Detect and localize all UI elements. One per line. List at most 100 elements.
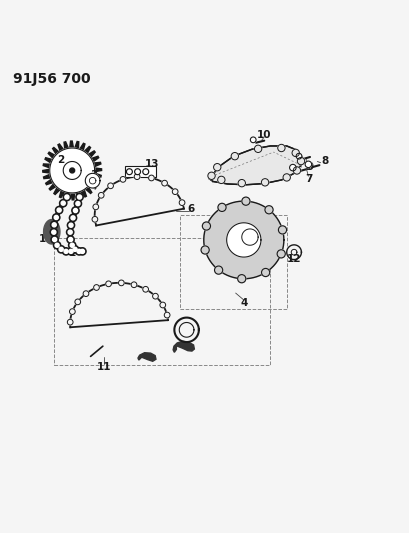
Circle shape — [172, 189, 178, 195]
Circle shape — [241, 197, 249, 205]
Circle shape — [160, 302, 165, 308]
Circle shape — [297, 157, 304, 165]
Circle shape — [278, 226, 286, 234]
Circle shape — [67, 319, 73, 325]
Circle shape — [106, 281, 111, 287]
Circle shape — [295, 154, 301, 159]
Circle shape — [80, 249, 84, 253]
Circle shape — [134, 174, 139, 180]
Circle shape — [152, 293, 158, 299]
Bar — [125, 166, 155, 177]
Text: 3: 3 — [90, 170, 97, 180]
Circle shape — [164, 312, 170, 318]
Circle shape — [144, 170, 147, 173]
Circle shape — [77, 195, 81, 199]
Circle shape — [226, 223, 261, 257]
Polygon shape — [138, 353, 155, 361]
Circle shape — [55, 206, 63, 214]
Circle shape — [59, 247, 63, 252]
Circle shape — [67, 236, 74, 243]
Circle shape — [70, 243, 74, 247]
Circle shape — [70, 168, 74, 173]
Circle shape — [55, 243, 59, 247]
Text: 11: 11 — [97, 361, 111, 372]
Circle shape — [148, 175, 154, 181]
Circle shape — [66, 229, 74, 236]
Circle shape — [213, 164, 220, 171]
Circle shape — [71, 216, 75, 220]
Circle shape — [202, 222, 210, 230]
Text: 10: 10 — [256, 130, 271, 140]
Polygon shape — [203, 201, 283, 279]
Circle shape — [53, 241, 61, 249]
Polygon shape — [43, 220, 60, 244]
Text: 14: 14 — [39, 234, 54, 244]
Circle shape — [131, 282, 137, 288]
Circle shape — [74, 200, 81, 207]
Circle shape — [50, 229, 57, 236]
Circle shape — [142, 286, 148, 292]
Circle shape — [70, 309, 75, 314]
Circle shape — [207, 172, 215, 180]
Circle shape — [52, 223, 56, 227]
Circle shape — [174, 318, 198, 342]
Text: 4: 4 — [240, 298, 247, 308]
Circle shape — [231, 152, 238, 160]
Circle shape — [57, 208, 61, 212]
Circle shape — [52, 230, 56, 234]
Circle shape — [238, 180, 245, 187]
Circle shape — [64, 249, 68, 253]
Circle shape — [75, 299, 81, 305]
Circle shape — [120, 176, 126, 182]
Circle shape — [75, 248, 83, 255]
Circle shape — [68, 230, 72, 234]
Circle shape — [214, 266, 222, 274]
Circle shape — [73, 208, 77, 213]
Circle shape — [200, 246, 209, 254]
Text: 6: 6 — [187, 204, 194, 214]
Polygon shape — [173, 341, 194, 352]
Circle shape — [217, 176, 225, 183]
Circle shape — [50, 221, 58, 229]
Circle shape — [52, 214, 60, 221]
Text: 9: 9 — [306, 162, 313, 172]
Circle shape — [85, 173, 100, 188]
Circle shape — [261, 269, 269, 277]
Polygon shape — [209, 146, 301, 185]
Circle shape — [118, 280, 124, 286]
Polygon shape — [43, 141, 101, 200]
Text: 5: 5 — [240, 238, 247, 248]
Circle shape — [93, 285, 99, 290]
Circle shape — [291, 149, 299, 157]
Circle shape — [68, 241, 76, 249]
Circle shape — [254, 145, 261, 152]
Circle shape — [63, 193, 70, 201]
Circle shape — [65, 195, 69, 199]
Circle shape — [264, 206, 272, 214]
Text: 2: 2 — [57, 155, 64, 165]
Circle shape — [77, 249, 81, 253]
Circle shape — [76, 201, 80, 206]
Circle shape — [161, 180, 167, 186]
Circle shape — [92, 216, 97, 222]
Circle shape — [52, 238, 56, 241]
Circle shape — [98, 192, 104, 198]
Circle shape — [69, 249, 73, 253]
Text: 7: 7 — [305, 174, 312, 184]
Circle shape — [69, 214, 76, 222]
Circle shape — [73, 247, 77, 252]
Circle shape — [126, 169, 132, 175]
Circle shape — [282, 174, 290, 181]
Circle shape — [69, 223, 73, 227]
Circle shape — [79, 248, 86, 255]
Circle shape — [108, 183, 113, 189]
Circle shape — [54, 215, 58, 220]
Text: 8: 8 — [320, 157, 328, 166]
Circle shape — [286, 245, 301, 260]
Circle shape — [72, 207, 79, 214]
Circle shape — [63, 161, 81, 180]
Circle shape — [71, 246, 79, 253]
Circle shape — [68, 238, 72, 241]
Circle shape — [304, 161, 311, 167]
Text: 91J56 700: 91J56 700 — [13, 72, 90, 86]
